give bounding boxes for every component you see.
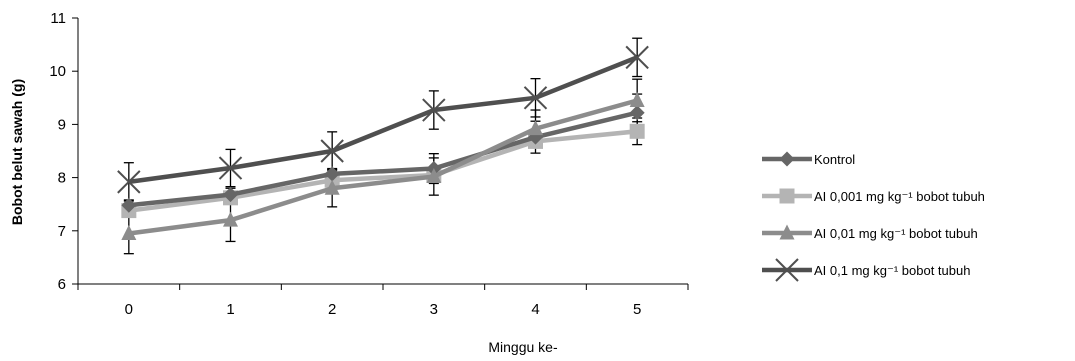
marker-triangle bbox=[324, 179, 340, 195]
series-layer bbox=[117, 45, 649, 240]
legend-item-2: AI 0,001 mg kg⁻¹ bobot tubuh bbox=[762, 188, 985, 204]
marker-x bbox=[625, 45, 649, 70]
marker-triangle bbox=[779, 224, 795, 240]
series-1 bbox=[121, 105, 645, 213]
series-line bbox=[128, 55, 638, 185]
series-line bbox=[128, 110, 638, 208]
marker-x bbox=[117, 170, 141, 194]
marker-x bbox=[422, 98, 446, 122]
marker-diamond bbox=[629, 105, 645, 121]
series-3 bbox=[121, 91, 645, 240]
y-tick-label: 10 bbox=[49, 63, 66, 80]
marker-x-stroke bbox=[422, 98, 446, 122]
x-tick-label: 0 bbox=[125, 301, 133, 318]
y-axis-title: Bobot belut sawah (g) bbox=[9, 79, 25, 225]
marker-triangle bbox=[223, 211, 238, 227]
x-tick-label: 2 bbox=[328, 301, 336, 318]
x-axis-title: Minggu ke- bbox=[488, 339, 558, 355]
legend-label: Kontrol bbox=[814, 152, 855, 167]
marker-x bbox=[218, 156, 243, 180]
y-tick-label: 7 bbox=[58, 223, 66, 240]
legend-label: AI 0,1 mg kg⁻¹ bobot tubuh bbox=[814, 263, 970, 278]
marker-x-stroke bbox=[775, 258, 799, 282]
legend: Kontrol AI 0,001 mg kg⁻¹ bobot tubuh AI 0,… bbox=[762, 151, 985, 282]
marker-x-stroke bbox=[218, 156, 243, 180]
marker-x-stroke bbox=[117, 170, 141, 194]
y-tick-label: 6 bbox=[58, 276, 66, 293]
y-tick-label: 11 bbox=[50, 10, 66, 27]
marker-x bbox=[523, 86, 548, 110]
y-tick-label: 9 bbox=[58, 116, 66, 133]
marker-triangle bbox=[528, 120, 543, 136]
marker-x-stroke bbox=[625, 45, 649, 70]
legend-item-4: AI 0,1 mg kg⁻¹ bobot tubuh bbox=[762, 258, 970, 282]
error-bars bbox=[123, 37, 643, 255]
x-tick-label: 4 bbox=[531, 301, 539, 318]
x-tick-label: 3 bbox=[430, 301, 438, 318]
legend-label: AI 0,01 mg kg⁻¹ bobot tubuh bbox=[814, 226, 978, 241]
x-tick-label: 1 bbox=[226, 301, 234, 318]
marker-x bbox=[775, 258, 799, 282]
marker-triangle bbox=[426, 168, 442, 184]
legend-item-1: Kontrol bbox=[762, 151, 855, 167]
marker-diamond bbox=[223, 187, 238, 203]
marker-x bbox=[320, 139, 344, 163]
marker-triangle bbox=[121, 224, 137, 240]
legend-label: AI 0,001 mg kg⁻¹ bobot tubuh bbox=[814, 189, 985, 204]
marker-x-stroke bbox=[523, 86, 548, 110]
marker-square bbox=[779, 188, 795, 204]
series-line bbox=[128, 98, 638, 236]
series-line bbox=[128, 129, 638, 213]
marker-x-stroke bbox=[320, 139, 344, 163]
axes: 6 7 8 9 10 11 0 1 2 3 4 5 bbox=[49, 10, 689, 318]
marker-square bbox=[629, 123, 645, 139]
series-4 bbox=[117, 45, 649, 194]
x-tick-label: 5 bbox=[633, 301, 641, 318]
marker-diamond bbox=[779, 151, 795, 167]
marker-diamond bbox=[121, 197, 137, 213]
legend-item-3: AI 0,01 mg kg⁻¹ bobot tubuh bbox=[762, 224, 978, 241]
marker-diamond bbox=[324, 166, 340, 182]
marker-triangle bbox=[629, 91, 645, 107]
y-tick-label: 8 bbox=[58, 170, 66, 187]
